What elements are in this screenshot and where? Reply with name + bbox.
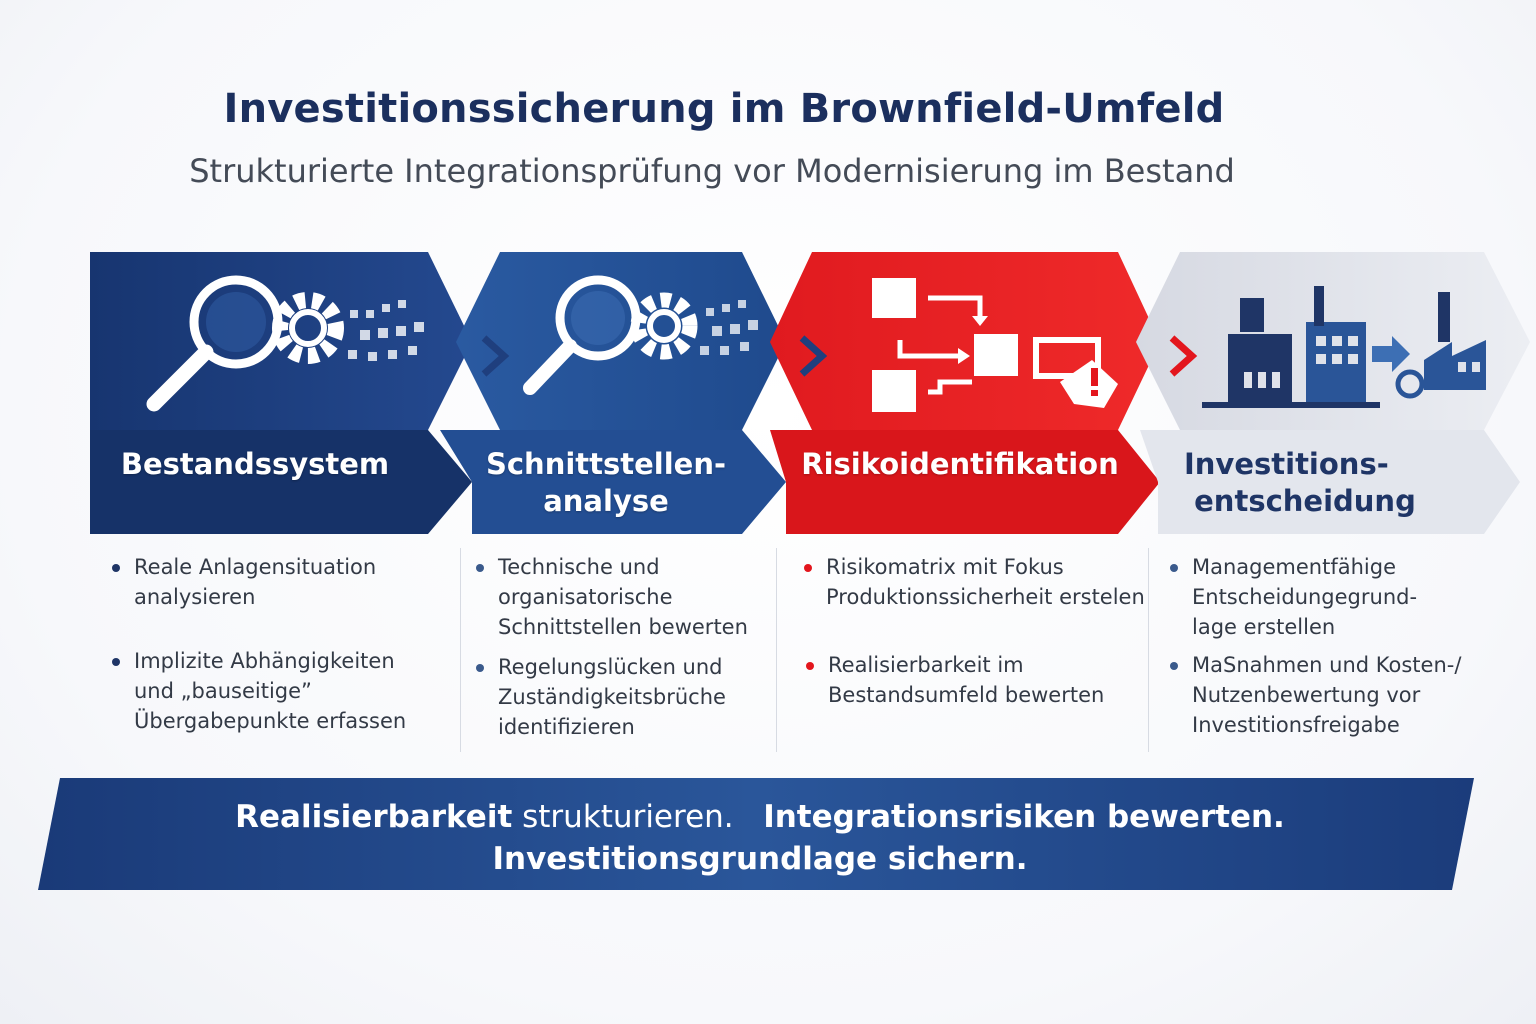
- bottom-slogan-line1: Realisierbarkeit strukturieren. Integrat…: [235, 799, 1285, 835]
- step-label-investitionsentscheidung: Investitions- entscheidung: [1184, 447, 1416, 518]
- list-item: Risikomatrix mit Fokus Produktionssicherh…: [804, 552, 1145, 612]
- list-item: Technische und organisatorische Schnittste…: [476, 552, 748, 642]
- chevron-separator-2: [799, 335, 828, 377]
- page-title: Investitionssicherung im Brownfield-Umfe…: [223, 86, 1225, 132]
- list-item: Regelungslücken und Zuständigkeitsbrüche i…: [476, 652, 726, 742]
- column-divider: [776, 548, 777, 752]
- page-subtitle: Strukturierte Integrationsprüfung vor Mo…: [189, 152, 1235, 190]
- slogan-part2: Integrationsrisiken bewerten.: [763, 799, 1285, 835]
- column-divider: [460, 548, 461, 752]
- chevron-separator-3: [1169, 335, 1198, 377]
- chevron-separator-1: [481, 335, 510, 377]
- step-label-bestandssystem: Bestandssystem: [120, 447, 390, 481]
- step-chevron-schnittstellenanalyse: [440, 252, 786, 534]
- list-item: Reale Anlagensituation analysieren: [112, 552, 376, 612]
- bottom-band: [38, 778, 1474, 890]
- factory-arrow-icon: [1202, 286, 1486, 408]
- step-label-schnittstellenanalyse: Schnittstellen- analyse: [485, 447, 727, 518]
- list-item: MaSnahmen und Kosten-/Nutzenbewertung vo…: [1170, 650, 1461, 740]
- step-chevron-risikoidentifikation: [768, 252, 1160, 534]
- bottom-slogan-line2: Investitionsgrundlage sichern.: [492, 841, 1028, 877]
- list-item: Implizite Abhängigkeiten und „bauseitige”…: [112, 646, 406, 736]
- column-divider: [1148, 548, 1149, 752]
- magnifier-gear-icon: [146, 275, 424, 412]
- process-flow-warning-icon: [872, 278, 1118, 412]
- slogan-bold-word: Realisierbarkeit: [235, 799, 513, 835]
- list-item: Realisierbarkeit im Bestandsumfeld bewert…: [806, 650, 1104, 710]
- step-label-risikoidentifikation: Risikoidentifikation: [801, 447, 1119, 481]
- list-item: Managementfähige Entscheidungegrund-lage …: [1170, 552, 1417, 642]
- magnifier-gear-icon: [523, 275, 758, 395]
- step-chevron-bestandssystem: [90, 252, 472, 534]
